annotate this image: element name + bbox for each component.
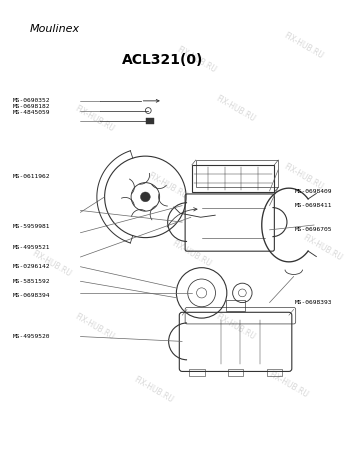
Circle shape bbox=[140, 192, 150, 202]
Text: FIX-HUB.RU: FIX-HUB.RU bbox=[171, 239, 213, 269]
Text: FIX-HUB.RU: FIX-HUB.RU bbox=[30, 249, 72, 279]
Bar bbox=[146, 118, 154, 124]
Bar bbox=[189, 369, 204, 376]
Bar bbox=[192, 165, 274, 192]
Text: MS-0696705: MS-0696705 bbox=[295, 227, 332, 232]
Text: MS-0698393: MS-0698393 bbox=[295, 300, 332, 305]
Text: MS-0296142: MS-0296142 bbox=[13, 264, 50, 269]
Text: FIX-HUB.RU: FIX-HUB.RU bbox=[74, 312, 116, 342]
Bar bbox=[226, 300, 245, 311]
Bar bbox=[267, 369, 282, 376]
Text: FIX-HUB.RU: FIX-HUB.RU bbox=[282, 162, 325, 191]
Text: MS-0690352
MS-0698182
MS-4845059: MS-0690352 MS-0698182 MS-4845059 bbox=[13, 98, 50, 115]
Text: FIX-HUB.RU: FIX-HUB.RU bbox=[214, 94, 257, 123]
Text: ACL321(0): ACL321(0) bbox=[122, 53, 203, 68]
Text: MS-4959520: MS-4959520 bbox=[13, 334, 50, 339]
Text: MS-5959981: MS-5959981 bbox=[13, 225, 50, 230]
Bar bbox=[196, 160, 278, 187]
Text: FIX-HUB.RU: FIX-HUB.RU bbox=[214, 312, 257, 342]
Text: FIX-HUB.RU: FIX-HUB.RU bbox=[175, 45, 218, 75]
Text: Moulinex: Moulinex bbox=[30, 24, 80, 34]
Text: FIX-HUB.RU: FIX-HUB.RU bbox=[74, 104, 116, 133]
Text: FIX-HUB.RU: FIX-HUB.RU bbox=[302, 233, 344, 262]
Text: MS-0698394: MS-0698394 bbox=[13, 293, 50, 298]
Text: MS-0698409: MS-0698409 bbox=[295, 189, 332, 194]
Text: MS-4959521: MS-4959521 bbox=[13, 245, 50, 250]
Text: MS-5851592: MS-5851592 bbox=[13, 279, 50, 284]
Bar bbox=[228, 369, 243, 376]
Text: FIX-HUB.RU: FIX-HUB.RU bbox=[282, 31, 325, 60]
Text: FIX-HUB.RU: FIX-HUB.RU bbox=[146, 171, 189, 201]
Text: FIX-HUB.RU: FIX-HUB.RU bbox=[268, 370, 310, 400]
Text: FIX-HUB.RU: FIX-HUB.RU bbox=[132, 375, 174, 405]
Text: MS-0611962: MS-0611962 bbox=[13, 174, 50, 179]
Text: MS-0698411: MS-0698411 bbox=[295, 203, 332, 208]
